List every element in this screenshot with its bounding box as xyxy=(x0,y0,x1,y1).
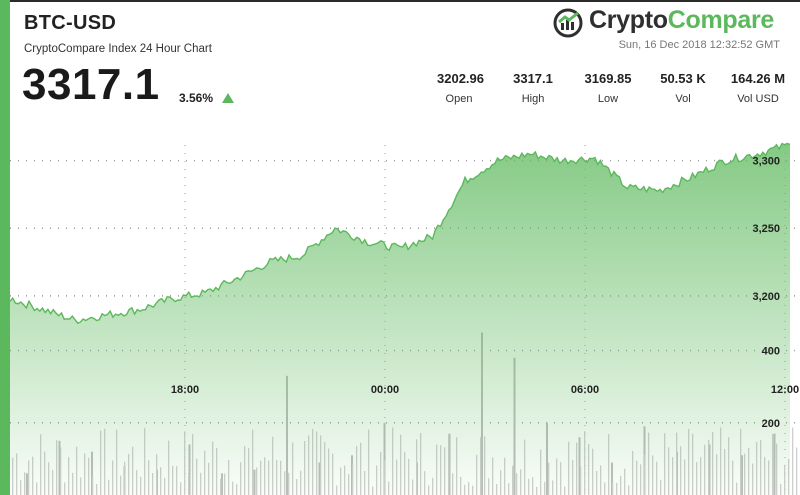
timestamp: Sun, 16 Dec 2018 12:32:52 GMT xyxy=(618,39,780,51)
stat-open-value: 3202.96 xyxy=(437,71,484,86)
up-arrow-icon xyxy=(222,93,234,103)
stat-low-label: Low xyxy=(597,93,619,105)
current-price: 3317.1 xyxy=(22,60,160,109)
stat-high: 3317.1 High xyxy=(511,71,555,105)
price-area-fill xyxy=(10,143,790,495)
stat-open: 3202.96 Open xyxy=(437,71,484,105)
x-tick-label: 00:00 xyxy=(371,384,399,396)
stat-open-label: Open xyxy=(445,93,473,105)
volume-tick-label: 400 xyxy=(762,346,780,358)
x-tick-label: 06:00 xyxy=(571,384,599,396)
stat-vol-usd: 164.26 M Vol USD xyxy=(727,71,789,105)
axis-labels: 3,200 3,250 3,300 200 400 18:00 00:00 06:00 12:0… xyxy=(171,156,799,430)
stat-low-value: 3169.85 xyxy=(584,71,632,86)
top-border xyxy=(0,0,800,2)
left-accent-bar xyxy=(0,0,10,495)
logo-text-compare: Compare xyxy=(667,6,775,34)
stat-high-label: High xyxy=(521,93,545,105)
stat-vol-usd-value: 164.26 M xyxy=(730,71,786,86)
chart-subtitle: CryptoCompare Index 24 Hour Chart xyxy=(24,43,212,55)
price-change: 3.56% xyxy=(179,91,214,105)
logo-text-crypto: Crypto xyxy=(589,6,668,34)
price-area xyxy=(9,142,791,495)
stat-vol-usd-label: Vol USD xyxy=(737,93,779,105)
y-tick-label: 3,300 xyxy=(752,156,780,168)
logo-wordmark: CryptoCompare xyxy=(589,6,774,35)
volume-spike xyxy=(792,427,794,495)
stat-vol-label: Vol xyxy=(675,93,691,105)
y-tick-label: 3,250 xyxy=(752,223,780,235)
pair-title: BTC-USD xyxy=(24,12,117,34)
x-tick-label: 12:00 xyxy=(771,384,799,396)
cryptocompare-logo[interactable]: CryptoCompare xyxy=(553,6,783,38)
stat-low: 3169.85 Low xyxy=(584,71,632,105)
y-tick-label: 3,200 xyxy=(752,291,780,303)
stat-vol-value: 50.53 K xyxy=(660,71,706,86)
x-tick-label: 18:00 xyxy=(171,384,199,396)
logo-icon xyxy=(553,8,583,38)
volume-spike xyxy=(796,447,798,495)
price-line xyxy=(9,142,791,325)
volume-tick-label: 200 xyxy=(762,418,780,430)
stat-high-value: 3317.1 xyxy=(513,71,553,86)
stat-vol: 50.53 K Vol xyxy=(656,71,710,105)
